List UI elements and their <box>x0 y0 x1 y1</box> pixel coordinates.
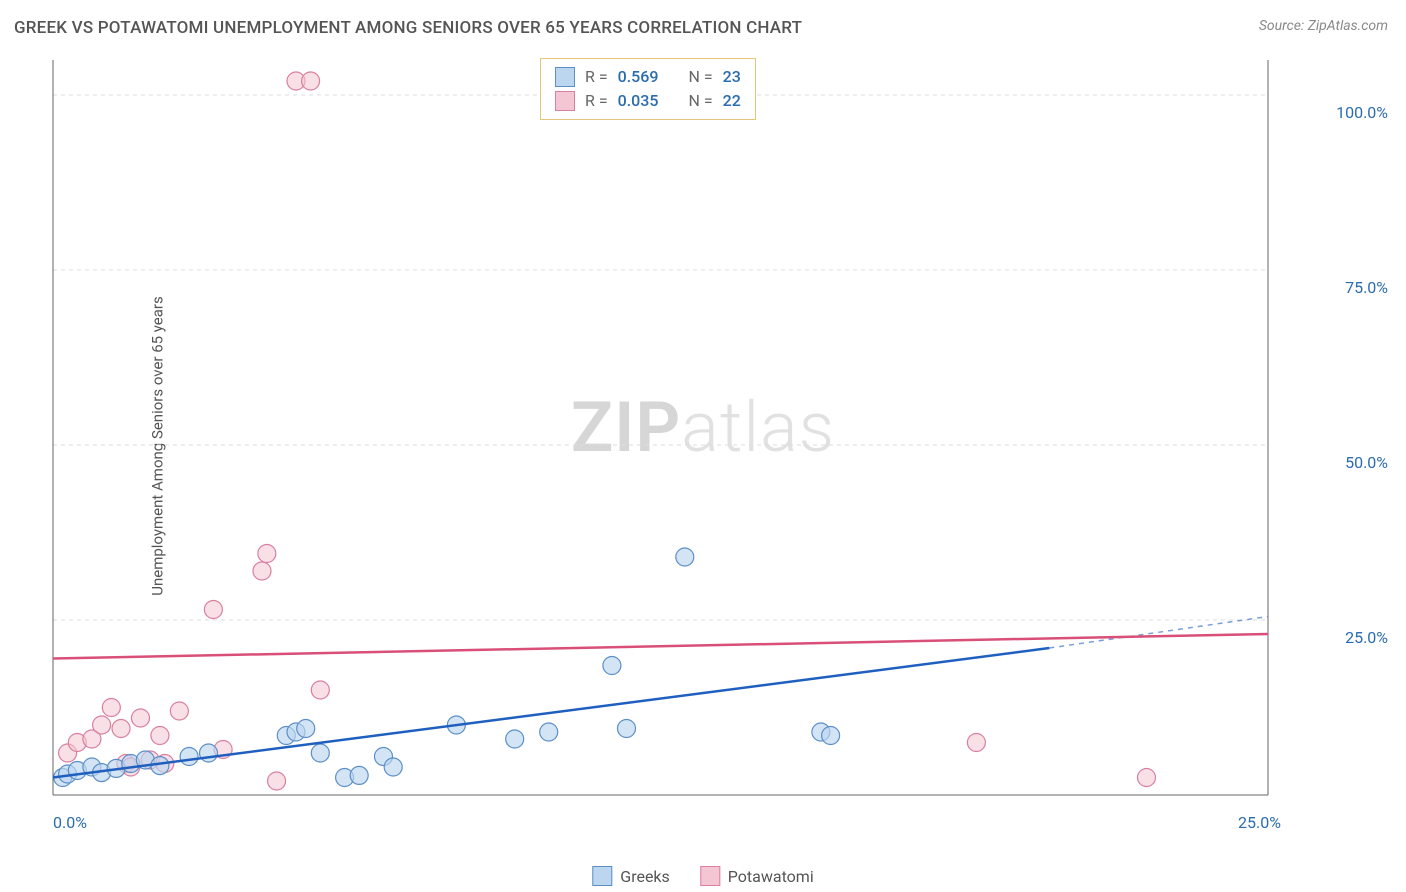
legend-stats-row-potawatomi: R = 0.035 N = 22 <box>555 89 741 113</box>
r-label: R = <box>585 65 608 89</box>
r-label: R = <box>585 89 608 113</box>
y-tick-label: 75.0% <box>1345 278 1388 297</box>
x-tick-label: 0.0% <box>53 813 87 832</box>
swatch-potawatomi <box>555 91 575 111</box>
chart-title: GREEK VS POTAWATOMI UNEMPLOYMENT AMONG S… <box>14 18 802 38</box>
x-tick-label: 25.0% <box>1238 813 1281 832</box>
legend-item-greeks: Greeks <box>592 866 670 886</box>
n-label: N = <box>688 65 712 89</box>
scatter-chart <box>48 55 1338 825</box>
legend-item-potawatomi: Potawatomi <box>700 866 814 886</box>
legend-stats: R = 0.569 N = 23 R = 0.035 N = 22 <box>540 58 756 120</box>
y-tick-label: 25.0% <box>1345 628 1388 647</box>
swatch-potawatomi <box>700 866 720 886</box>
legend-series: Greeks Potawatomi <box>592 866 813 886</box>
n-value-greeks: 23 <box>723 65 741 89</box>
legend-label-greeks: Greeks <box>620 867 670 886</box>
n-label: N = <box>688 89 712 113</box>
legend-label-potawatomi: Potawatomi <box>728 867 814 886</box>
y-tick-label: 100.0% <box>1336 103 1388 122</box>
y-tick-label: 50.0% <box>1345 453 1388 472</box>
r-value-greeks: 0.569 <box>618 65 659 89</box>
swatch-greeks <box>555 67 575 87</box>
n-value-potawatomi: 22 <box>723 89 741 113</box>
plot-area <box>48 55 1338 825</box>
legend-stats-row-greeks: R = 0.569 N = 23 <box>555 65 741 89</box>
source-attribution: Source: ZipAtlas.com <box>1259 18 1388 34</box>
swatch-greeks <box>592 866 612 886</box>
r-value-potawatomi: 0.035 <box>618 89 659 113</box>
